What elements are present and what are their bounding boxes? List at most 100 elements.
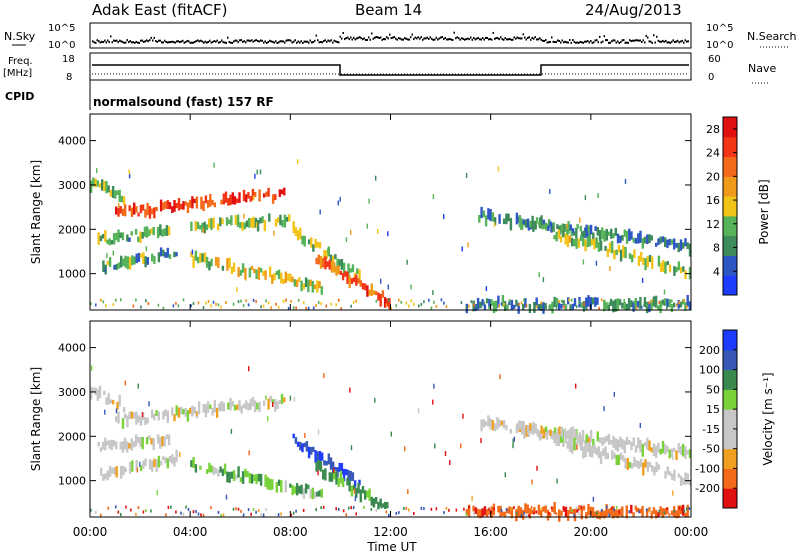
data-pixel	[247, 192, 250, 199]
clutter-pixel	[445, 305, 448, 309]
data-pixel	[299, 441, 302, 451]
nsky-sample	[320, 41, 322, 43]
clutter-pixel	[317, 301, 320, 305]
colorbar-segment	[723, 156, 737, 177]
data-pixel	[346, 271, 349, 284]
data-pixel	[190, 460, 193, 468]
scatter-pixel	[485, 286, 488, 292]
data-pixel	[655, 445, 658, 458]
data-pixel	[370, 496, 373, 506]
clutter-pixel	[590, 511, 593, 515]
data-pixel	[679, 267, 683, 274]
data-pixel	[242, 189, 246, 202]
colorbar-segment	[723, 235, 737, 256]
data-pixel	[273, 273, 276, 281]
nsky-sample	[683, 41, 685, 44]
data-pixel	[109, 399, 113, 404]
nsky-sample	[513, 36, 515, 39]
clutter-pixel	[395, 304, 398, 308]
data-pixel	[650, 299, 653, 311]
nsky-sample	[500, 36, 502, 39]
clutter-pixel	[147, 302, 150, 306]
data-pixel	[199, 252, 202, 263]
data-pixel	[238, 400, 241, 411]
scatter-pixel	[432, 194, 435, 200]
nsky-sample	[273, 41, 275, 44]
data-pixel	[143, 226, 147, 237]
data-pixel	[601, 437, 604, 446]
nsky-sample	[636, 39, 638, 42]
nsky-sample	[627, 41, 629, 44]
colorbar-tick-label: 15	[706, 403, 720, 416]
clutter-pixel	[135, 298, 137, 302]
data-pixel	[592, 232, 595, 240]
clutter-pixel	[666, 306, 668, 310]
clutter-pixel	[120, 298, 122, 302]
nsky-sample	[215, 40, 217, 43]
data-pixel	[528, 508, 532, 519]
data-pixel	[113, 264, 116, 270]
nsky-sample	[180, 40, 182, 43]
data-pixel	[670, 304, 674, 313]
data-pixel	[131, 255, 134, 266]
clutter-pixel	[430, 507, 433, 511]
clutter-pixel	[315, 508, 317, 512]
data-pixel	[652, 443, 656, 456]
nsky-sample	[200, 39, 202, 42]
clutter-pixel	[282, 299, 285, 303]
data-pixel	[588, 236, 592, 247]
data-pixel	[277, 217, 280, 223]
data-pixel	[268, 478, 272, 491]
scatter-pixel	[148, 401, 150, 407]
data-pixel	[199, 465, 202, 470]
nsky-label: N.Sky	[4, 30, 36, 43]
data-pixel	[150, 208, 154, 215]
scatter-pixel	[406, 259, 408, 265]
data-pixel	[586, 236, 589, 248]
scatter-pixel	[345, 237, 348, 243]
data-pixel	[217, 469, 220, 477]
data-pixel	[366, 285, 369, 297]
data-pixel	[488, 509, 491, 515]
data-pixel	[682, 477, 685, 485]
data-pixel	[350, 485, 354, 497]
nsky-sample	[617, 40, 619, 43]
data-pixel	[540, 215, 543, 226]
data-pixel	[600, 509, 604, 518]
data-pixel	[650, 512, 653, 519]
nsky-sample	[225, 41, 227, 44]
clutter-pixel	[290, 299, 292, 303]
data-pixel	[240, 405, 243, 414]
clutter-pixel	[480, 304, 483, 308]
nsky-sample	[570, 41, 572, 44]
clutter-pixel	[575, 506, 578, 510]
clutter-pixel	[237, 300, 240, 304]
data-pixel	[583, 230, 586, 237]
data-pixel	[175, 405, 178, 416]
data-pixel	[467, 504, 471, 517]
data-pixel	[352, 277, 356, 283]
data-pixel	[277, 269, 281, 280]
velocity-panel-frame	[89, 320, 692, 518]
data-pixel	[237, 267, 240, 277]
nsky-sample	[536, 38, 538, 41]
data-pixel	[349, 471, 352, 481]
scatter-pixel	[499, 374, 501, 380]
scatter-pixel	[304, 433, 306, 438]
nsky-sample	[156, 40, 158, 43]
data-pixel	[166, 200, 169, 210]
scatter-pixel	[248, 366, 250, 372]
data-pixel	[644, 459, 647, 468]
clutter-pixel	[563, 305, 565, 309]
data-pixel	[115, 232, 118, 241]
nsky-sample	[618, 42, 620, 44]
data-pixel	[303, 235, 306, 247]
clutter-pixel	[250, 512, 252, 516]
scatter-pixel	[449, 460, 451, 466]
data-pixel	[611, 240, 614, 254]
clutter-pixel	[195, 509, 197, 513]
scatter-pixel	[462, 413, 464, 419]
velocity-ylabel: Slant Range [km]	[29, 367, 43, 471]
data-pixel	[201, 222, 204, 233]
data-pixel	[105, 397, 108, 405]
